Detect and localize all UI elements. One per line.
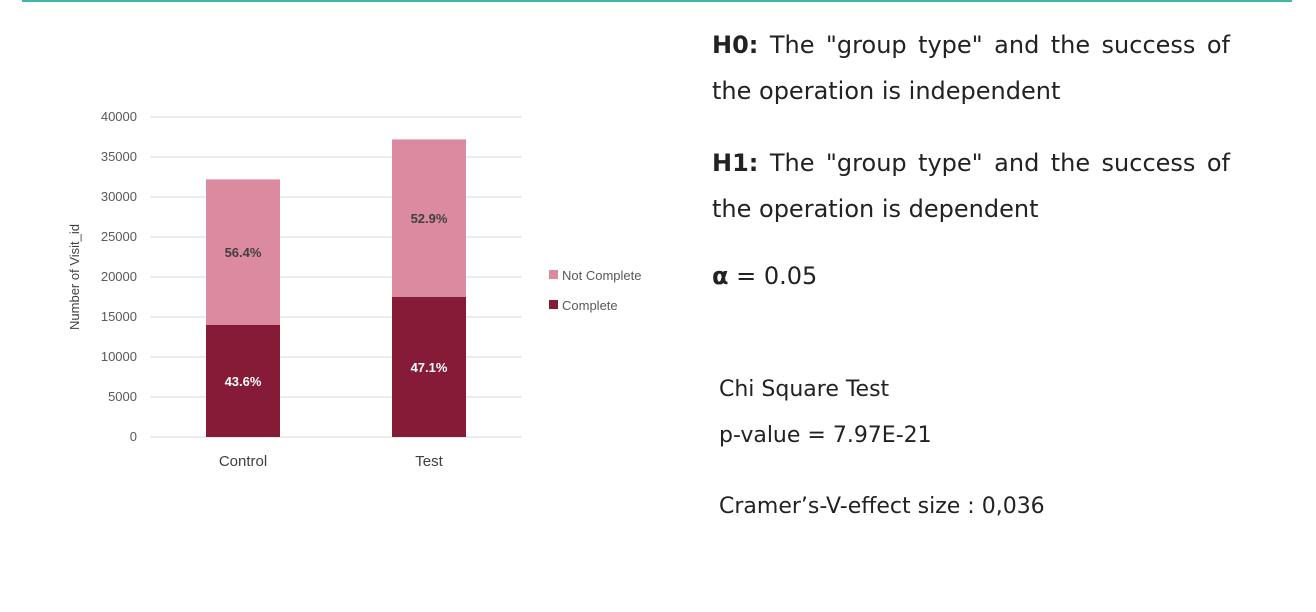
data-label: 47.1%	[411, 360, 448, 375]
y-tick-label: 25000	[101, 229, 137, 244]
y-tick-label: 5000	[108, 389, 137, 404]
p-value: p-value = 7.97E-21	[719, 423, 932, 448]
alpha-symbol: α	[712, 262, 729, 290]
data-label: 43.6%	[225, 374, 262, 389]
x-tick-label: Control	[219, 453, 267, 470]
bar-not-complete-control	[206, 179, 280, 325]
y-tick-label: 35000	[101, 149, 137, 164]
h0-label: H0:	[712, 31, 759, 59]
stacked-bar-chart: 0 5000 10000 15000 20000 25000 30000 35000 40000…	[67, 109, 641, 470]
h1-text: The "group type" and the success of the …	[712, 149, 1230, 223]
effect-size: Cramer’s-V-effect size : 0,036	[719, 494, 1045, 519]
alpha-level: α = 0.05	[712, 262, 817, 290]
hypothesis-h1: H1: The "group type" and the success of …	[712, 140, 1230, 232]
bar-complete-test	[392, 297, 466, 437]
y-tick-label: 40000	[101, 109, 137, 124]
top-accent-rule	[22, 0, 1292, 2]
h0-text: The "group type" and the success of the …	[712, 31, 1230, 105]
test-name: Chi Square Test	[719, 377, 890, 402]
y-tick-label: 30000	[101, 189, 137, 204]
h1-label: H1:	[712, 149, 759, 177]
hypothesis-h0: H0: The "group type" and the success of …	[712, 22, 1230, 114]
legend-swatch	[549, 270, 558, 279]
data-label: 52.9%	[411, 211, 448, 226]
legend-swatch	[549, 300, 558, 309]
legend-label: Complete	[562, 298, 618, 313]
y-tick-label: 0	[130, 429, 137, 444]
bar-not-complete-test	[392, 139, 466, 297]
y-axis-label: Number of Visit_id	[67, 224, 82, 330]
y-tick-label: 20000	[101, 269, 137, 284]
y-tick-label: 10000	[101, 349, 137, 364]
y-tick-label: 15000	[101, 309, 137, 324]
bar-complete-control	[206, 325, 280, 437]
data-label: 56.4%	[225, 245, 262, 260]
alpha-value: = 0.05	[728, 262, 818, 290]
legend-label: Not Complete	[562, 268, 641, 283]
x-tick-label: Test	[415, 453, 443, 470]
